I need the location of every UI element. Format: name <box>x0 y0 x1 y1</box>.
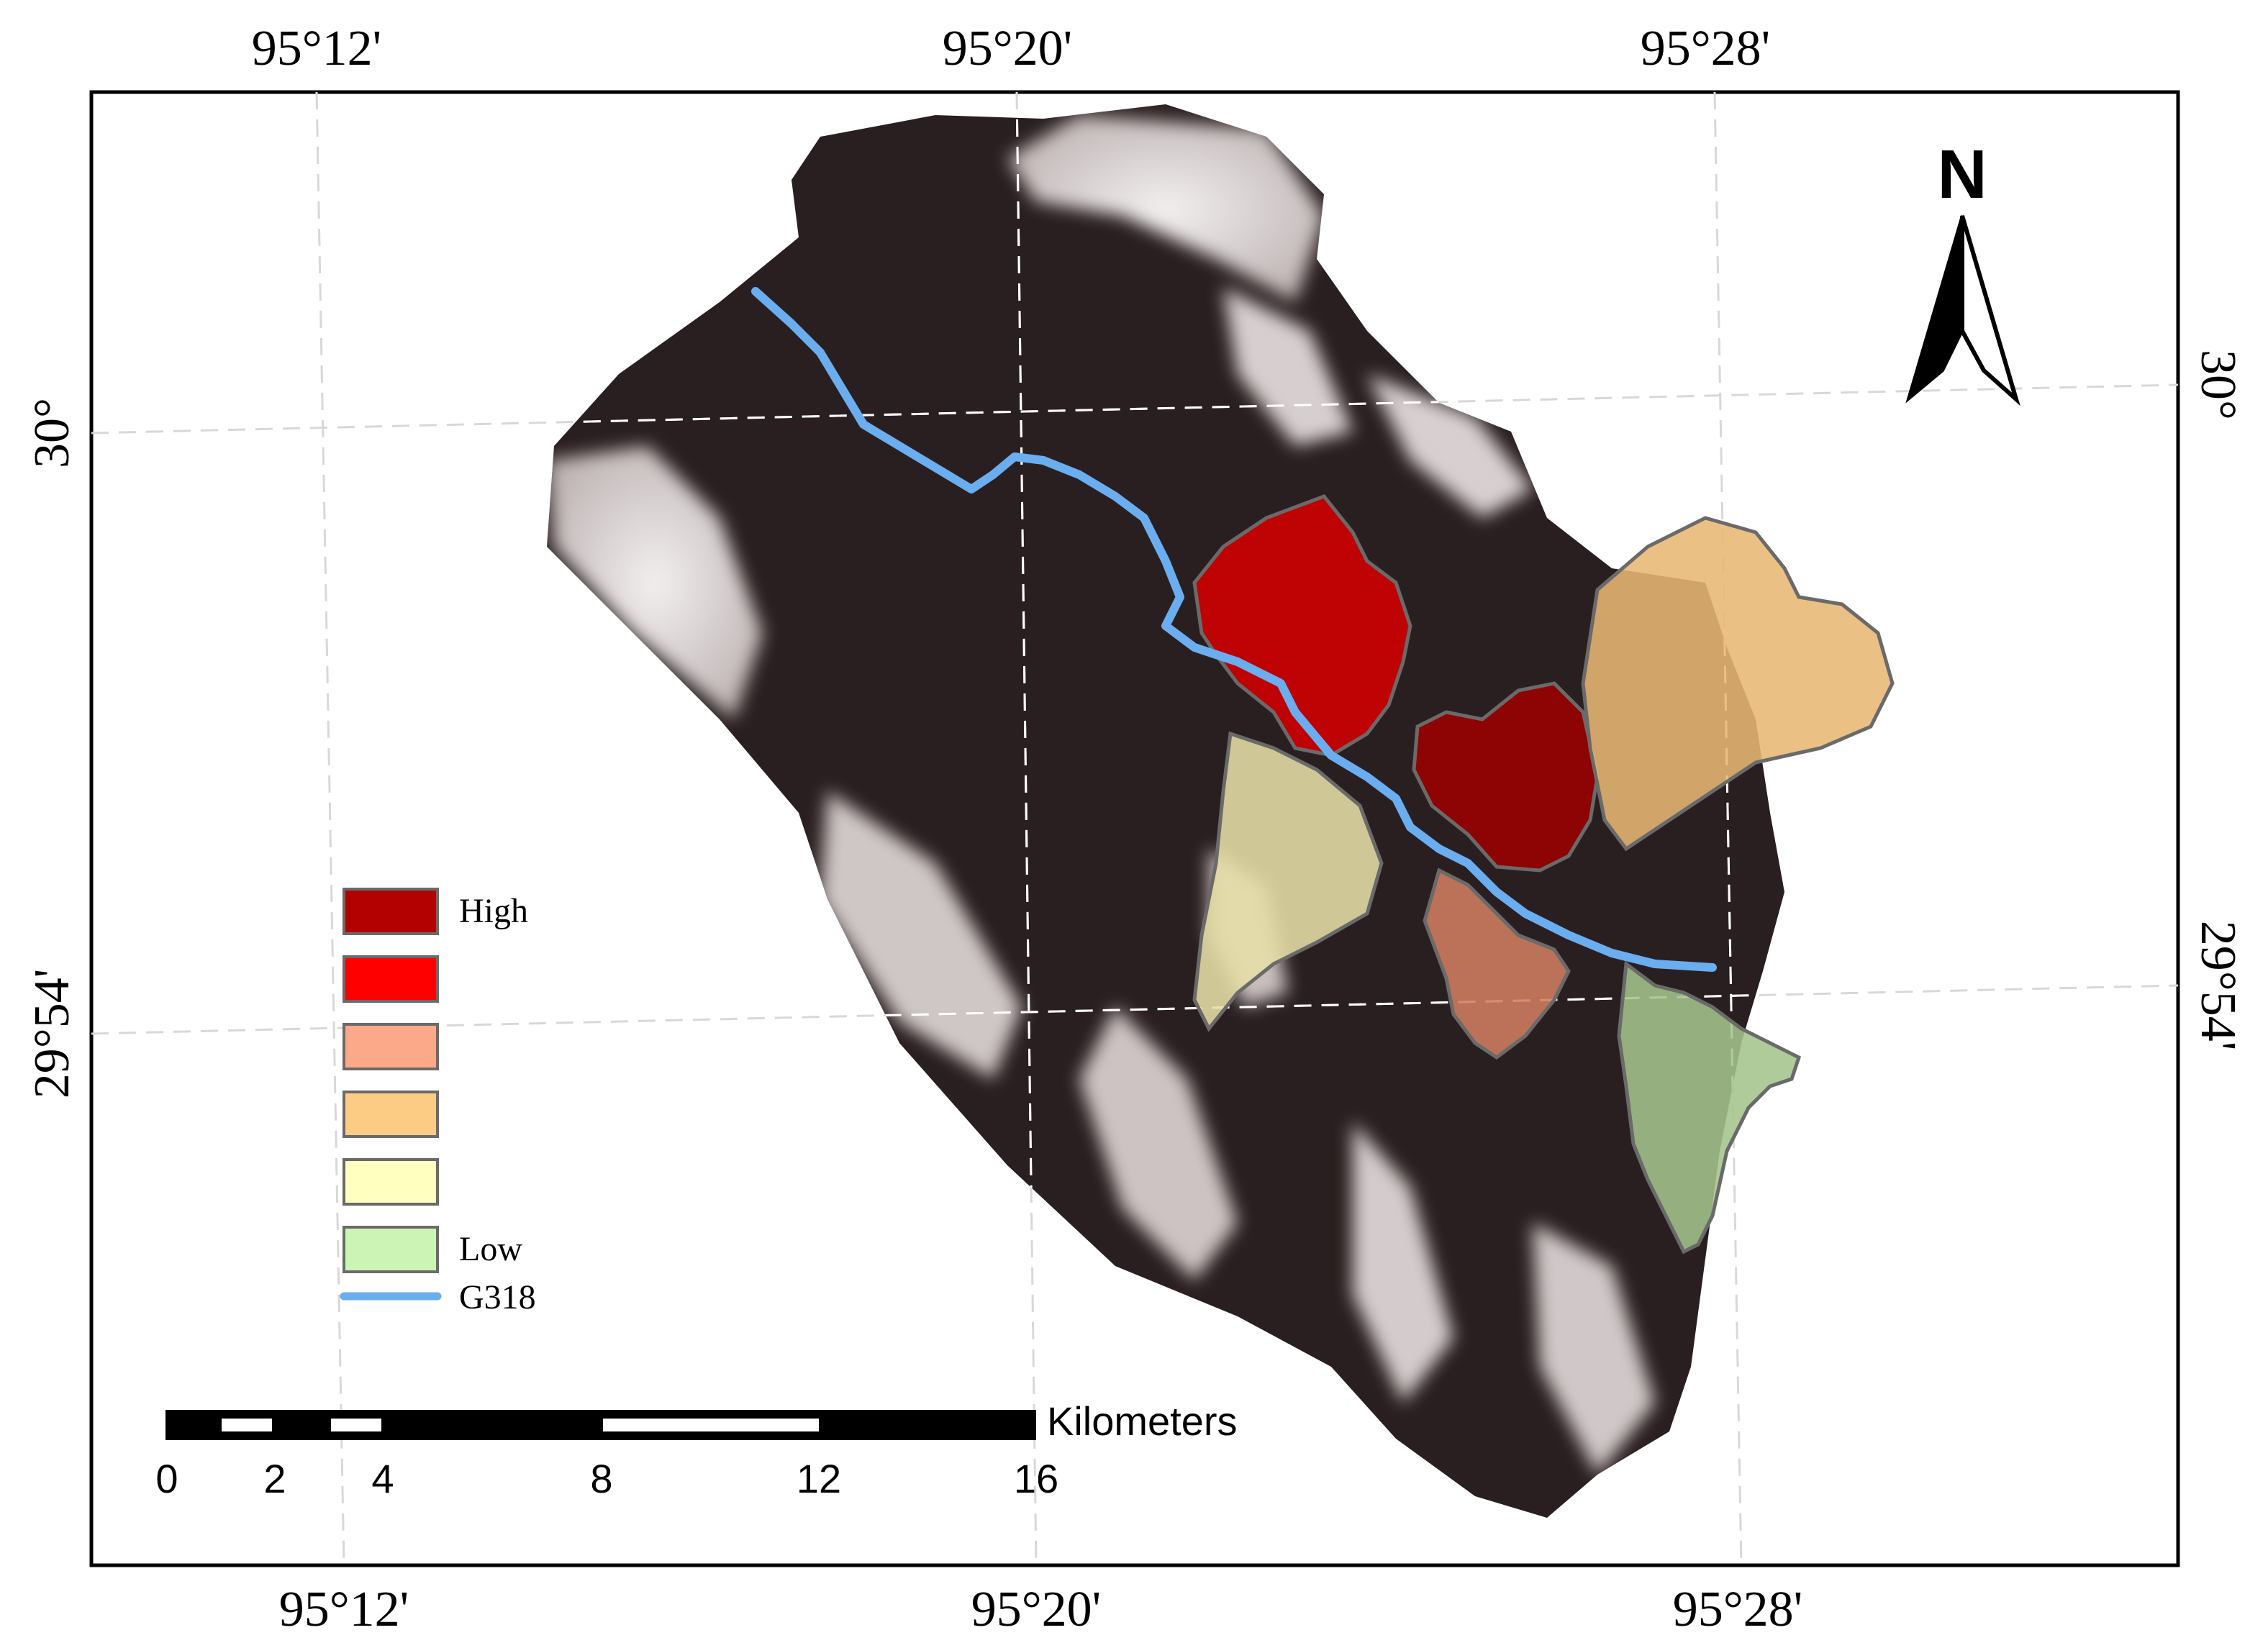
zone-green <box>1617 960 1802 1255</box>
legend-swatch <box>343 1091 439 1138</box>
coord-left-1: 30° <box>24 398 80 468</box>
scale-bar-segment-white <box>331 1419 381 1431</box>
coordinate-labels: 95°12' 95°20' 95°28' 95°12' 95°20' 95°28… <box>24 21 2246 1637</box>
scale-tick-8: 8 <box>590 1456 612 1501</box>
scale-tick-0: 0 <box>155 1456 178 1501</box>
scale-bar-segment-white <box>603 1419 819 1431</box>
coord-right-1: 30° <box>2190 350 2246 420</box>
coord-right-2: 29°54' <box>2190 921 2246 1051</box>
legend-road-label: G318 <box>459 1278 536 1316</box>
coord-bottom-3: 95°28' <box>1673 1582 1803 1637</box>
scale-tick-16: 16 <box>1014 1456 1058 1501</box>
graticule-inner <box>547 104 1784 1518</box>
coord-left-2: 29°54' <box>24 969 80 1099</box>
legend-swatch <box>343 955 439 1003</box>
legend-label: High <box>459 892 528 930</box>
hazard-zones <box>1192 494 1895 1255</box>
coord-top-2: 95°20' <box>943 21 1073 76</box>
legend-swatch <box>343 1226 439 1273</box>
scale-bar: Kilometers 0 2 4 8 12 16 <box>155 1398 1237 1501</box>
legend-label: Low <box>459 1230 522 1268</box>
scale-tick-12: 12 <box>797 1456 841 1501</box>
g318-road <box>751 287 1717 972</box>
scale-bar-segment-white <box>222 1419 272 1431</box>
north-arrow: N <box>1905 136 2020 406</box>
scale-unit-label: Kilometers <box>1047 1398 1238 1444</box>
north-label: N <box>1937 136 1987 213</box>
coord-top-1: 95°12' <box>252 21 382 76</box>
legend-swatch <box>343 888 439 935</box>
coord-top-3: 95°28' <box>1641 21 1771 76</box>
scale-tick-4: 4 <box>371 1456 394 1501</box>
legend-swatch <box>343 1023 439 1070</box>
zone-high-dark-red <box>1412 681 1600 873</box>
scale-tick-2: 2 <box>263 1456 286 1501</box>
zone-orange <box>1581 516 1895 852</box>
zone-pale-yellow <box>1192 731 1384 1032</box>
scale-bar-outline <box>165 1410 1036 1440</box>
legend-swatch <box>343 1158 439 1206</box>
legend: High Low G318 <box>340 888 536 1316</box>
coord-bottom-1: 95°12' <box>279 1582 409 1637</box>
zone-high-red <box>1192 494 1412 757</box>
zone-salmon <box>1423 868 1571 1060</box>
coord-bottom-2: 95°20' <box>971 1582 1102 1637</box>
